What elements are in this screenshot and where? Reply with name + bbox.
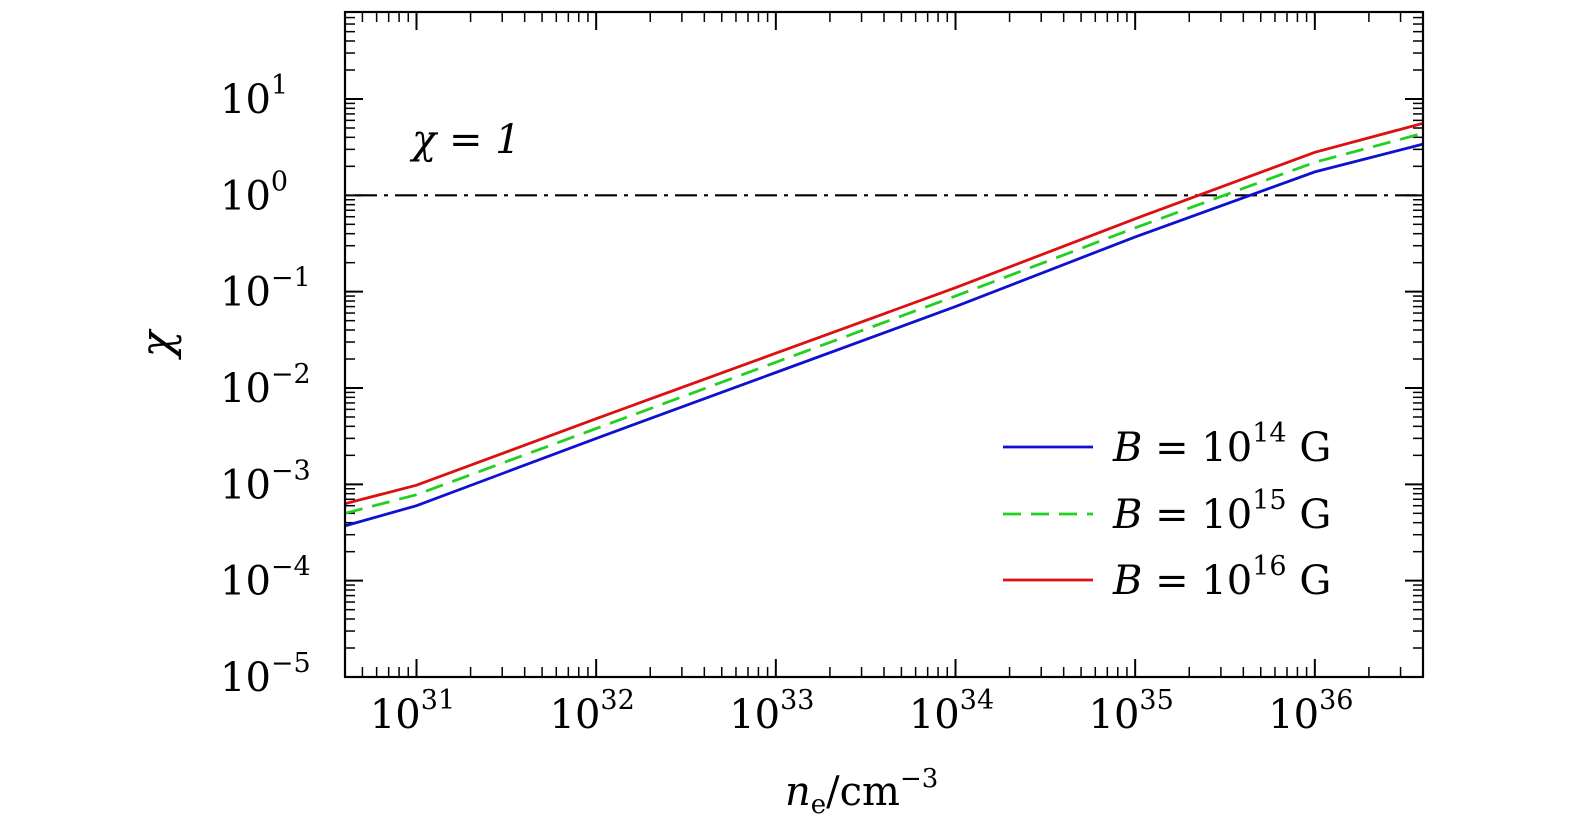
x-tick-labels: 1031 1032 1033 1034 1035 1036 [370,685,1354,738]
series-group [344,121,1424,528]
y-tick-label: 10−1 [220,263,311,316]
y-tick-label: 10−3 [220,455,311,508]
x-axis-label: ne/cm−3 [785,764,938,820]
y-tick-label: 10−4 [220,552,311,605]
x-tick-label: 1035 [1089,685,1174,738]
series-line-14 [344,142,1424,528]
y-tick-labels: 101 100 10−1 10−2 10−3 10−4 10−5 [220,70,311,701]
legend-label-14: B = 1014 G [1112,418,1331,471]
x-tick-label: 1034 [909,685,994,738]
x-tick-label: 1033 [729,685,814,738]
plot-frame [343,10,1425,679]
y-tick-label: 10−5 [220,648,311,701]
legend-label-16: B = 1016 G [1112,551,1331,604]
x-tick-label: 1036 [1268,685,1353,738]
x-tick-label: 1031 [370,685,455,738]
legend-label-15: B = 1015 G [1112,485,1331,538]
y-tick-label: 101 [220,70,288,123]
y-tick-label: 10−2 [220,359,311,412]
y-axis-label: χ [132,328,183,360]
reference-line-label: χ = 1 [409,117,521,163]
y-tick-label: 100 [220,166,288,219]
minor-ticks [344,11,1424,677]
x-tick-label: 1032 [550,685,635,738]
legend: B = 1014 G B = 1015 G B = 1016 G [1003,418,1331,604]
series-line-16 [344,121,1424,506]
